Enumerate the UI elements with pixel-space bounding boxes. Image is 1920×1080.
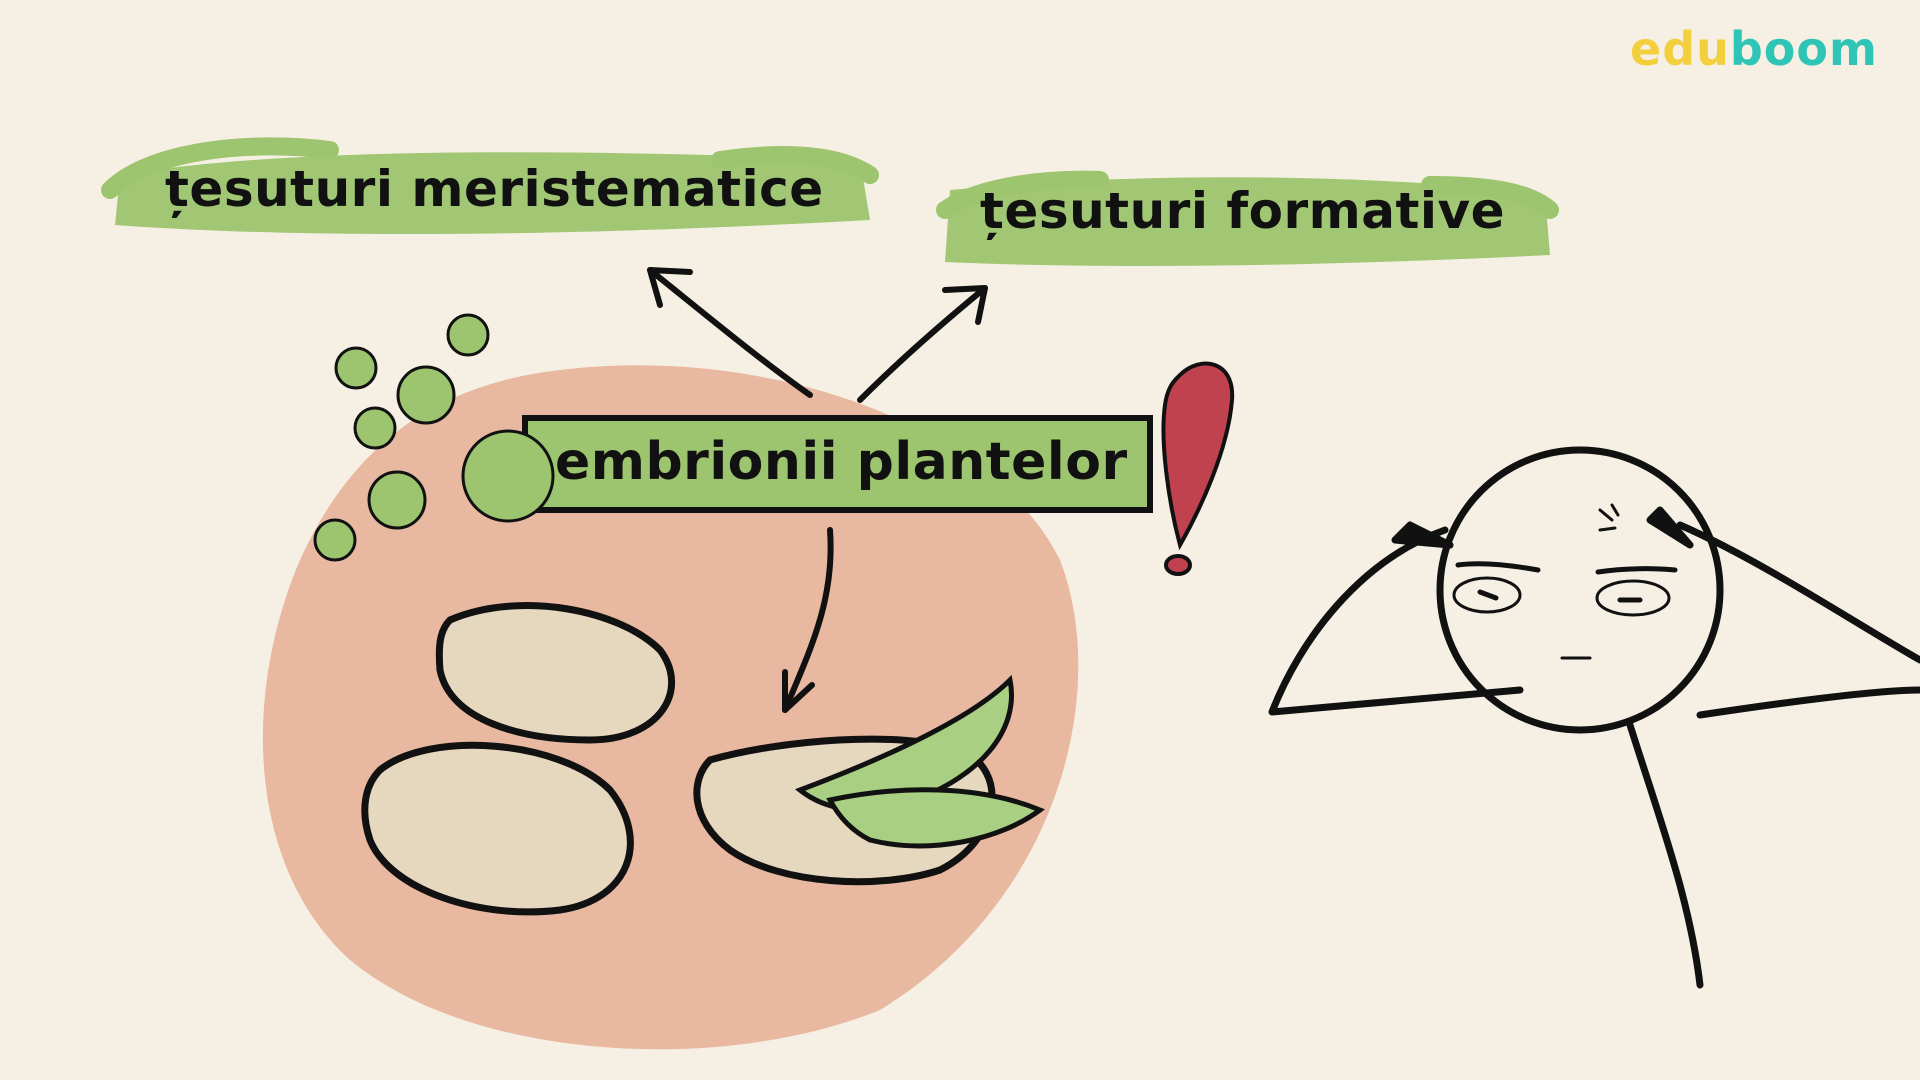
leaf-icon <box>795 674 1046 849</box>
arrow-icon <box>647 267 988 713</box>
brand-logo: eduboom <box>1630 22 1878 76</box>
embryos-label-box <box>522 415 1153 513</box>
plant-embryos-label: embrionii plantelor <box>555 432 1128 492</box>
exclamation-icon <box>1161 361 1235 576</box>
formative-tissues-label: țesuturi formative <box>980 182 1506 240</box>
stick-figure-icon <box>1268 446 1920 989</box>
highlight-formative <box>936 170 1559 266</box>
green-dot-icon <box>313 313 555 562</box>
highlight-meristematic <box>101 137 879 235</box>
brand-logo-part2: boom <box>1729 22 1878 76</box>
meristematic-tissues-label: țesuturi meristematice <box>165 160 824 218</box>
brand-logo-part1: edu <box>1630 22 1730 76</box>
